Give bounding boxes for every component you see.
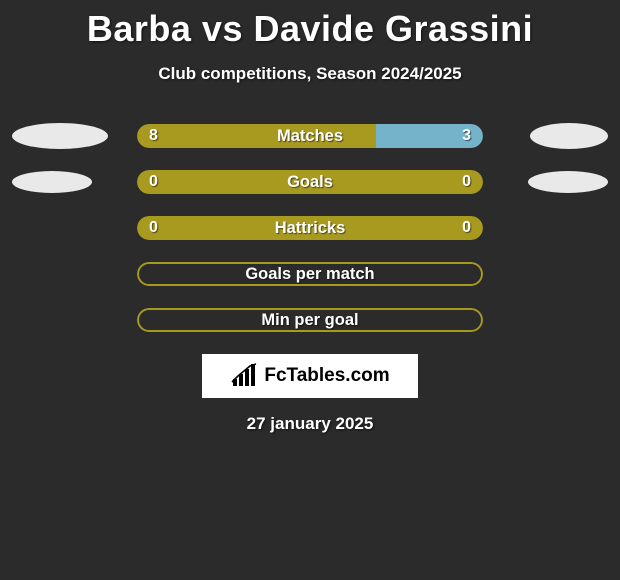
date-text: 27 january 2025 [0,414,620,434]
page-title: Barba vs Davide Grassini [0,0,620,50]
stat-pill: 00Hattricks [137,216,483,240]
stat-label: Goals per match [137,262,483,286]
stat-row: 83Matches [0,124,620,148]
logo-text: FcTables.com [264,365,389,387]
player-left-avatar [12,171,92,193]
stat-row: 00Goals [0,170,620,194]
player-right-avatar [530,123,608,149]
stats-rows: 83Matches 00Goals 00Hattricks Goals per mat… [0,124,620,332]
stat-pill: Min per goal [137,308,483,332]
stat-row: 00Hattricks [0,216,620,240]
fctables-logo-badge: FcTables.com [202,354,418,398]
subtitle: Club competitions, Season 2024/2025 [0,64,620,84]
stat-label: Hattricks [137,216,483,240]
stat-label: Matches [137,124,483,148]
stat-row: Min per goal [0,308,620,332]
stat-pill: Goals per match [137,262,483,286]
stat-label: Min per goal [137,308,483,332]
stat-row: Goals per match [0,262,620,286]
stat-pill: 00Goals [137,170,483,194]
stat-pill: 83Matches [137,124,483,148]
player-left-avatar [12,123,108,149]
stat-label: Goals [137,170,483,194]
bar-chart-icon [230,363,260,389]
player-right-avatar [528,171,608,193]
